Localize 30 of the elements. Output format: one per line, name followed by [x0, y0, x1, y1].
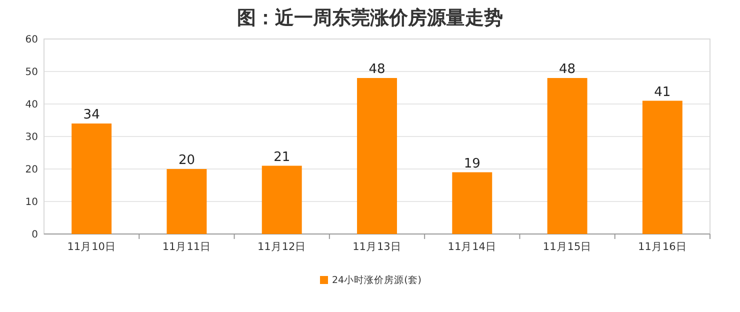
bar: [642, 100, 682, 234]
y-tick-label: 60: [25, 34, 38, 46]
y-tick-label: 20: [25, 164, 38, 176]
x-tick-label: 11月10日: [67, 241, 116, 253]
y-tick-label: 10: [25, 197, 38, 208]
y-tick-label: 50: [25, 67, 38, 78]
bar: [262, 166, 302, 234]
y-tick-label: 30: [25, 132, 38, 143]
data-label: 48: [559, 62, 576, 77]
bar: [357, 78, 397, 234]
x-tick-label: 11月14日: [448, 241, 497, 253]
data-label: 20: [178, 153, 195, 168]
bar: [72, 124, 112, 234]
x-tick-label: 11月13日: [352, 241, 402, 253]
data-label: 19: [464, 156, 480, 172]
bar: [166, 169, 207, 234]
data-label: 41: [654, 84, 671, 100]
data-label: 34: [83, 108, 100, 122]
legend-label: 24小时涨价房源(套): [332, 274, 422, 286]
bar: [452, 172, 492, 234]
x-tick-label: 11月12日: [257, 241, 306, 253]
y-tick-label: 0: [32, 230, 38, 240]
data-label: 21: [274, 150, 290, 165]
chart-title: 图：近一周东莞涨价房源量走势: [237, 7, 503, 29]
x-tick-label: 11月15日: [542, 241, 592, 253]
bar: [547, 78, 588, 234]
x-tick-label: 11月16日: [638, 241, 687, 253]
data-label: 48: [368, 62, 386, 77]
y-tick-label: 40: [25, 100, 38, 110]
x-tick-label: 11月11日: [162, 241, 212, 253]
